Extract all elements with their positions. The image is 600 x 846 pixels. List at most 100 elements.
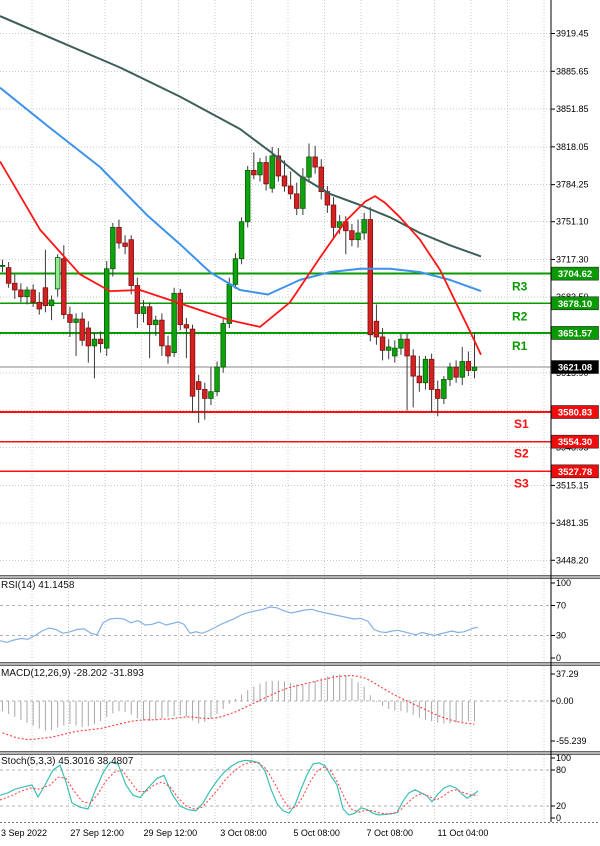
candle-body	[447, 366, 453, 380]
candle	[79, 312, 85, 346]
candle-body	[471, 366, 478, 371]
candle	[67, 306, 73, 337]
candle	[195, 374, 202, 424]
candle	[435, 380, 441, 417]
price-axis-tick: 3515.15	[556, 480, 589, 490]
macd-scale-label: 37.29	[556, 669, 579, 679]
candle-body	[257, 162, 263, 176]
candle-body	[404, 338, 410, 357]
candle	[269, 146, 275, 193]
candle	[202, 382, 208, 420]
candle	[367, 207, 373, 342]
candle	[146, 302, 153, 359]
candle	[404, 333, 410, 411]
separator-fill	[0, 662, 600, 666]
price-badge-bg	[551, 464, 599, 479]
price-axis-tick: 3818.05	[556, 142, 589, 152]
price-badge-value: 3554.30	[558, 437, 592, 448]
candle-body	[392, 347, 398, 357]
candle-body	[110, 226, 116, 270]
candle	[349, 224, 355, 247]
candle-body	[36, 301, 42, 310]
candle	[385, 339, 392, 360]
candle	[91, 332, 98, 379]
candle	[18, 283, 24, 303]
candle-body	[195, 381, 202, 390]
candle-body	[373, 320, 380, 338]
candle	[392, 340, 398, 363]
candle	[447, 362, 453, 387]
candle	[263, 155, 269, 191]
candle-body	[30, 289, 36, 303]
candle-body	[465, 361, 472, 371]
candle	[159, 313, 165, 356]
candle	[244, 165, 251, 228]
price-axis-tick: 3885.65	[556, 66, 589, 76]
candle-body	[312, 156, 318, 168]
candle-body	[79, 318, 85, 341]
candle-body	[349, 230, 355, 241]
rsi-line	[0, 606, 479, 643]
rsi-scale-label: 0	[556, 653, 561, 663]
candle	[379, 327, 386, 361]
candle-body	[275, 155, 282, 177]
time-axis-label: 11 Oct 04:00	[438, 828, 489, 838]
price-badge-bg	[551, 405, 599, 419]
stoch-indicator-label: Stoch(5,3,3) 45.3016 38.4807	[1, 756, 134, 767]
stoch-scale-label: 0	[556, 813, 561, 823]
stoch-d-line	[0, 761, 478, 815]
support-label: S3	[514, 476, 529, 490]
candle	[54, 254, 61, 297]
candle-body	[208, 391, 214, 399]
candle	[177, 288, 183, 331]
candle-body	[159, 319, 165, 347]
price-badge-bg	[551, 360, 599, 374]
candle-body	[116, 226, 122, 244]
candle	[128, 235, 134, 295]
candle	[422, 355, 429, 390]
panel-separator	[0, 662, 600, 666]
price-badge: 3621.08	[551, 360, 599, 374]
candle-body	[122, 242, 128, 247]
price-badge-value: 3678.10	[558, 299, 592, 310]
price-badge-bg	[551, 296, 599, 311]
candle-body	[165, 345, 171, 357]
candle	[214, 361, 220, 397]
price-badge: 3580.83	[551, 405, 599, 419]
price-badge-bg	[551, 266, 599, 281]
candle-body	[355, 232, 361, 241]
price-badge: 3704.62	[551, 266, 599, 281]
price-badge-bg	[551, 434, 599, 449]
candles-layer	[0, 143, 478, 424]
candle-body	[177, 292, 183, 326]
stoch-k-line	[0, 759, 479, 816]
candle-body	[410, 355, 416, 377]
candle	[257, 158, 263, 182]
candle-body	[48, 299, 55, 307]
candle-body	[263, 162, 269, 185]
candle-body	[67, 314, 73, 323]
candle	[134, 277, 141, 328]
price-axis-tick: 3448.20	[556, 555, 589, 565]
resistance-label: R3	[512, 280, 528, 294]
candle	[97, 331, 104, 353]
candle	[5, 262, 12, 288]
candle-body	[385, 346, 392, 351]
candle-body	[367, 219, 373, 336]
panel-separator	[0, 575, 600, 579]
price-badge-value: 3621.08	[558, 363, 592, 374]
candle-body	[232, 258, 239, 285]
stoch-scale-label: 20	[556, 801, 566, 811]
rsi-scale-label: 100	[556, 578, 571, 588]
candle-body	[330, 204, 337, 228]
candle	[30, 284, 36, 307]
candle	[165, 335, 171, 364]
candle-body	[238, 221, 245, 260]
candle-body	[459, 361, 465, 378]
candle	[61, 245, 67, 320]
candle	[312, 145, 318, 174]
candle	[355, 219, 361, 248]
